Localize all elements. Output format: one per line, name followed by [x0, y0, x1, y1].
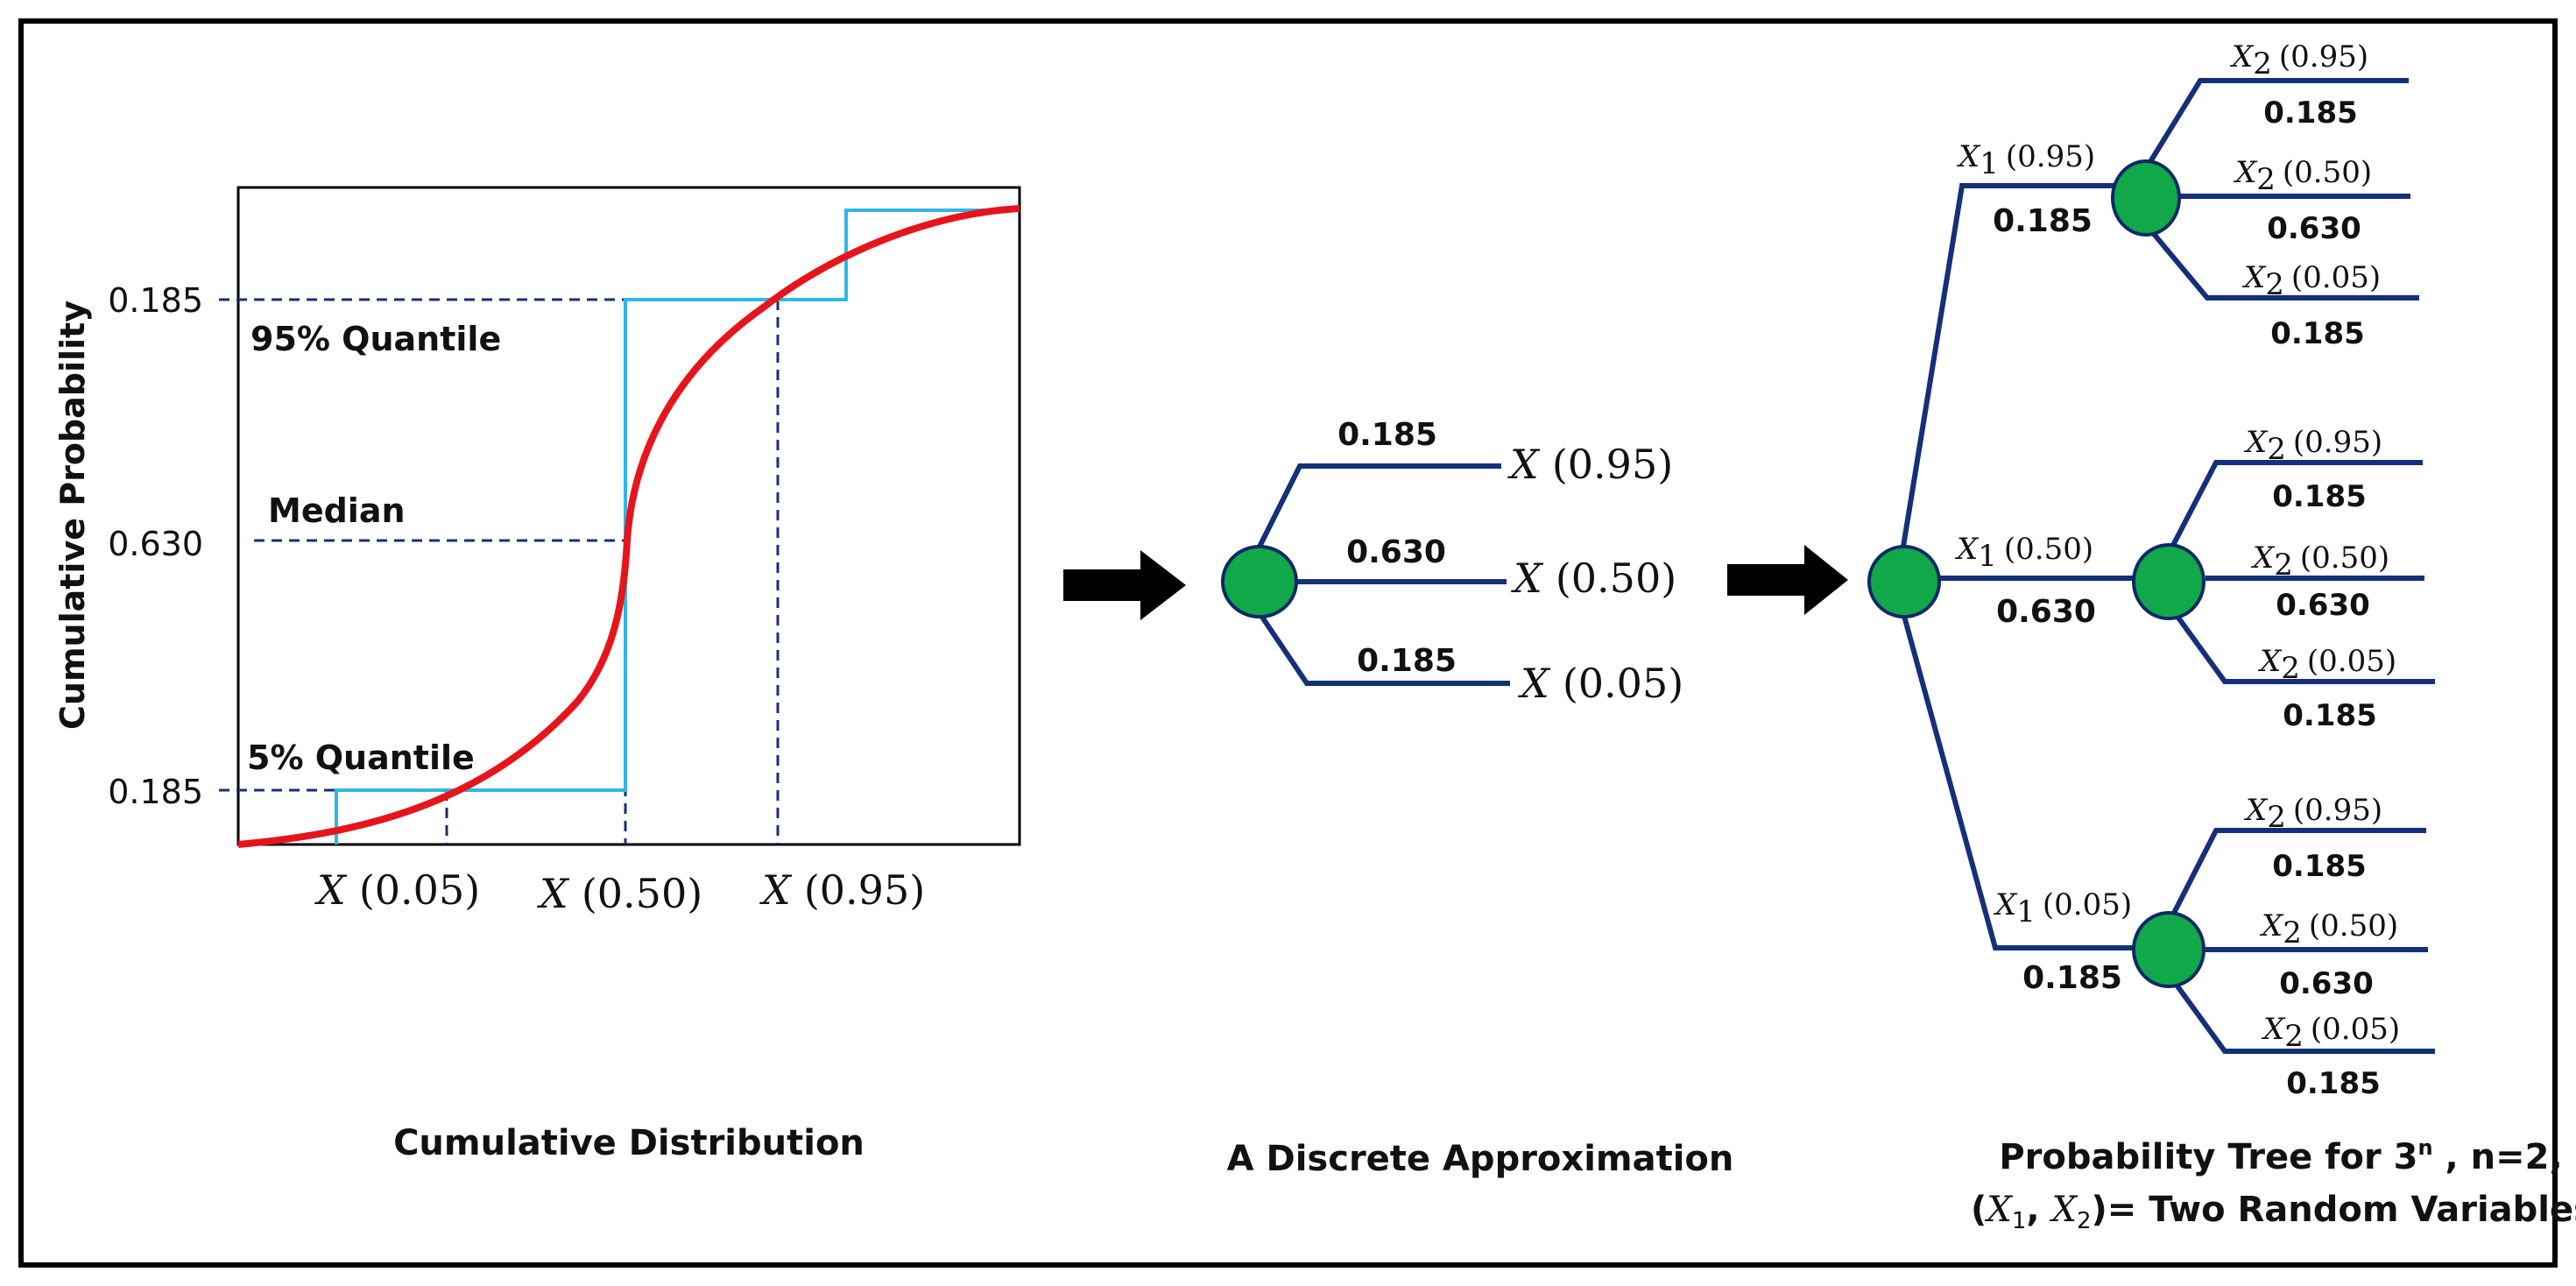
- branch-line: [1257, 463, 1501, 548]
- median-annotation: Median: [268, 491, 406, 530]
- branch-line: [1900, 183, 2121, 553]
- right-arrow-icon: [1727, 545, 1848, 615]
- branch-prob: 0.630: [1346, 534, 1446, 570]
- cdf-curve: [237, 205, 1020, 848]
- branch-line: [2166, 828, 2426, 925]
- branch-outcome-label: X (0.50): [1511, 555, 1676, 602]
- figure-frame: [18, 18, 2558, 1268]
- cdf-plot-frame: [236, 186, 1021, 846]
- discrete-caption: A Discrete Approximation: [1227, 1139, 1734, 1179]
- second-level-outcome-label: X2 (0.50): [2259, 908, 2398, 950]
- y-tick-label: 0.185: [108, 773, 203, 811]
- second-level-outcome-label: X2 (0.05): [2257, 644, 2396, 686]
- branch-prob: 0.185: [1357, 643, 1457, 679]
- x-label-q95: X (0.95): [759, 866, 925, 914]
- second-level-outcome-label: X2 (0.05): [2241, 260, 2381, 302]
- first-level-outcome-label: X1 (0.50): [1954, 532, 2093, 574]
- first-level-prob: 0.185: [1993, 203, 2093, 239]
- second-level-prob: 0.185: [2272, 849, 2367, 884]
- y-tick-label: 0.630: [108, 525, 203, 563]
- second-level-prob: 0.630: [2279, 966, 2374, 1001]
- chance-node: [2132, 543, 2205, 620]
- branch-line: [2142, 221, 2419, 300]
- second-level-prob: 0.185: [2263, 95, 2358, 131]
- second-level-outcome-label: X2 (0.95): [2243, 793, 2382, 835]
- x-label-q05: X (0.05): [314, 866, 480, 914]
- cdf-panel: Cumulative Probability 0.185 0.630 0.185…: [53, 186, 1021, 1163]
- probability-tree-panel: X1 (0.95) 0.185 X1 (0.50) 0.630 X1 (0.05) 0…: [1867, 39, 2576, 1234]
- branch-line: [1900, 609, 2153, 950]
- branch-prob: 0.185: [1337, 417, 1437, 453]
- branch-outcome-label: X (0.05): [1518, 660, 1683, 707]
- first-level-outcome-label: X1 (0.05): [1993, 887, 2132, 929]
- q95-annotation: 95% Quantile: [251, 320, 501, 358]
- first-level-outcome-label: X1 (0.95): [1956, 139, 2095, 181]
- first-level-prob: 0.185: [2022, 960, 2122, 996]
- second-level-outcome-label: X2 (0.95): [2229, 39, 2368, 81]
- branch-line: [2166, 972, 2435, 1054]
- first-level-prob: 0.630: [1996, 594, 2096, 630]
- branch-line: [1257, 611, 1510, 686]
- second-level-prob: 0.630: [2267, 211, 2361, 246]
- tree-caption-line-1: Probability Tree for 3n , n=2,: [1999, 1135, 2562, 1177]
- second-level-outcome-label: X2 (0.05): [2261, 1012, 2400, 1054]
- second-level-outcome-label: X2 (0.95): [2243, 425, 2382, 467]
- x-label-q50: X (0.50): [537, 870, 702, 917]
- second-level-prob: 0.185: [2270, 316, 2365, 351]
- branch-line: [2166, 603, 2435, 684]
- chance-node: [2132, 911, 2205, 988]
- discrete-panel: 0.185 0.630 0.185 X (0.95) X (0.50) X (0…: [1221, 417, 1734, 1179]
- chance-node: [1221, 545, 1298, 618]
- tree-caption-line-2: (X1, X2)= Two Random Variables: [1971, 1190, 2576, 1234]
- second-level-prob: 0.185: [2283, 698, 2377, 733]
- y-axis-label: Cumulative Probability: [53, 300, 92, 730]
- right-arrow-icon: [1063, 550, 1186, 620]
- branch-outcome-label: X (0.95): [1507, 441, 1673, 488]
- q05-annotation: 5% Quantile: [247, 738, 475, 777]
- discrete-step-function: [335, 208, 1020, 844]
- second-level-outcome-label: X2 (0.50): [2250, 541, 2389, 583]
- second-level-prob: 0.185: [2286, 1066, 2381, 1101]
- second-level-prob: 0.630: [2276, 588, 2370, 623]
- branch-line: [2166, 460, 2423, 555]
- cdf-caption: Cumulative Distribution: [393, 1123, 865, 1163]
- second-level-prob: 0.185: [2272, 479, 2367, 514]
- y-tick-label: 0.185: [108, 281, 203, 320]
- branch-line: [2142, 78, 2409, 173]
- root-chance-node: [1867, 545, 1941, 618]
- chance-node: [2111, 159, 2181, 237]
- second-level-outcome-label: X2 (0.50): [2233, 155, 2372, 197]
